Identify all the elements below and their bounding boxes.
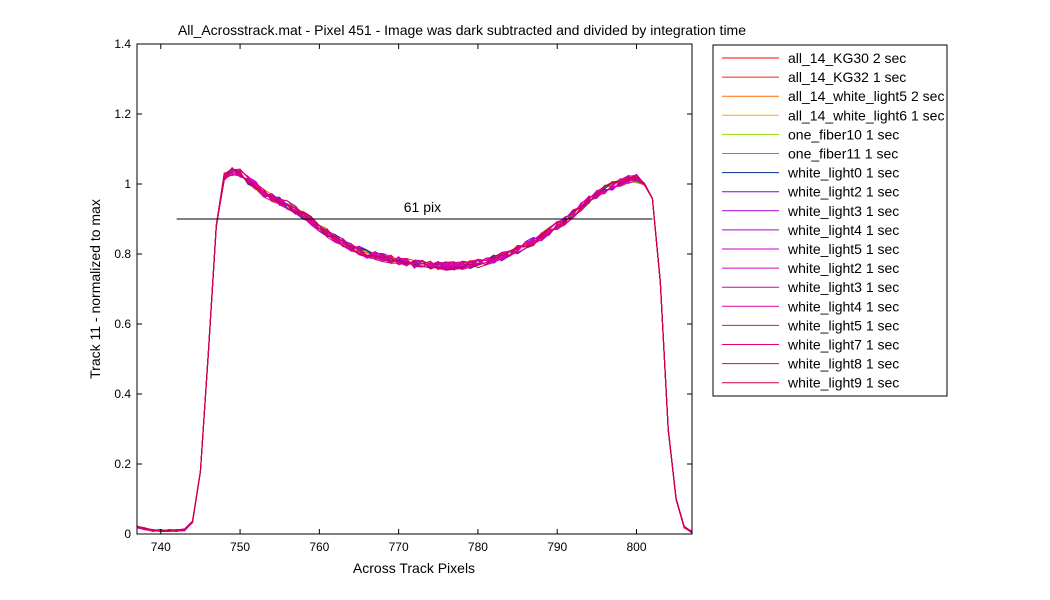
legend-label: white_light0 1 sec (787, 165, 899, 181)
plot-area: 61 pix (136, 43, 693, 535)
legend-label: white_light3 1 sec (787, 203, 899, 219)
legend-label: all_14_white_light5 2 sec (788, 88, 944, 104)
x-tick-label: 750 (230, 540, 250, 554)
annotation-layer: 61 pix (176, 199, 653, 220)
y-axis-label: Track 11 - normalized to max (87, 199, 103, 379)
x-tick-label: 740 (151, 540, 171, 554)
y-tick-label: 0.2 (114, 457, 131, 471)
legend-label: white_light3 1 sec (787, 279, 899, 295)
x-axis-label: Across Track Pixels (353, 560, 475, 576)
y-tick-label: 0 (124, 527, 131, 541)
legend-entries: all_14_KG30 2 sec all_14_KG32 1 sec all_14… (722, 50, 944, 391)
legend: all_14_KG30 2 sec all_14_KG32 1 sec all_14… (712, 44, 948, 397)
chart-title: All_Acrosstrack.mat - Pixel 451 - Image … (178, 22, 746, 38)
x-tick-label: 770 (389, 540, 409, 554)
legend-box (712, 44, 948, 397)
y-axis: 0 0.2 0.4 0.6 0.8 1 1.2 1.4 (114, 37, 692, 541)
y-tick-label: 0.4 (114, 387, 131, 401)
x-axis: 740 750 760 770 780 790 800 (151, 44, 647, 554)
legend-label: white_light2 1 sec (787, 184, 899, 200)
legend-label: white_light2 1 sec (787, 260, 899, 276)
legend-label: white_light8 1 sec (787, 356, 899, 372)
legend-label: white_light9 1 sec (787, 375, 899, 391)
annotation-label: 61 pix (404, 199, 441, 215)
x-tick-label: 790 (547, 540, 567, 554)
series-layer (137, 166, 692, 534)
plot-background (137, 44, 692, 534)
legend-label: one_fiber11 1 sec (788, 146, 898, 162)
y-tick-label: 1 (124, 177, 131, 191)
legend-label: white_light5 1 sec (787, 317, 899, 333)
y-tick-label: 1.4 (114, 37, 131, 51)
y-tick-label: 0.6 (114, 317, 131, 331)
legend-label: all_14_KG30 2 sec (788, 50, 906, 66)
legend-label: white_light7 1 sec (787, 337, 899, 353)
series-line (137, 167, 692, 533)
series-line (137, 168, 692, 533)
y-tick-label: 1.2 (114, 107, 131, 121)
x-tick-label: 780 (468, 540, 488, 554)
x-tick-label: 760 (309, 540, 329, 554)
legend-label: one_fiber10 1 sec (788, 126, 899, 142)
plot-frame (136, 43, 693, 535)
legend-label: white_light5 1 sec (787, 241, 899, 257)
legend-label: all_14_KG32 1 sec (788, 69, 906, 85)
legend-label: white_light4 1 sec (787, 298, 899, 314)
legend-label: all_14_white_light6 1 sec (788, 107, 944, 123)
y-tick-label: 0.8 (114, 247, 131, 261)
x-tick-label: 800 (626, 540, 646, 554)
legend-label: white_light4 1 sec (787, 222, 899, 238)
